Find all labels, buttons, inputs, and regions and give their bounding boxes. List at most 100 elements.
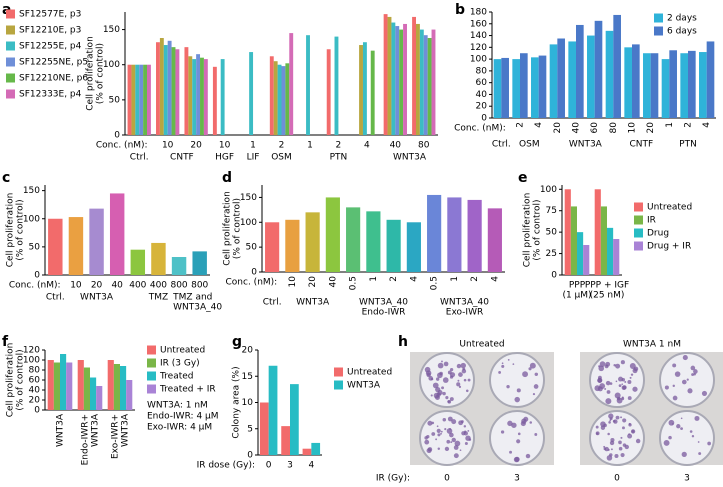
colony <box>629 376 632 379</box>
bar <box>650 53 659 118</box>
legend-swatch <box>6 89 15 99</box>
bar <box>48 218 63 275</box>
bar <box>107 360 114 410</box>
x-tick-label: 2 <box>470 276 480 282</box>
colony <box>456 363 462 369</box>
colony <box>596 432 599 435</box>
x-tick-label: Exo-IWR+ <box>111 414 121 459</box>
panel-label: g <box>232 334 242 350</box>
x-tick-label: 40 <box>328 276 338 288</box>
group-label: WNT3A <box>569 140 603 150</box>
bar <box>109 193 125 275</box>
bar <box>391 22 396 136</box>
colony <box>628 422 631 425</box>
bar <box>613 14 621 119</box>
x-tick-label: 1 <box>665 122 675 128</box>
bar <box>493 59 502 118</box>
bar <box>120 366 127 410</box>
colony <box>620 436 623 439</box>
colony <box>454 440 461 447</box>
x-tick-label: 2 <box>336 141 342 151</box>
colony <box>436 428 441 433</box>
colony <box>441 360 443 363</box>
colony <box>458 372 463 377</box>
bar <box>688 50 696 118</box>
colony <box>507 359 510 361</box>
bar <box>184 47 189 136</box>
y-tick-label: 0 <box>251 268 257 278</box>
colony <box>500 430 505 434</box>
colony <box>664 385 669 390</box>
bar <box>538 55 547 118</box>
bar <box>403 23 407 136</box>
colony <box>467 378 471 382</box>
x-tick-label: 60 <box>590 122 600 134</box>
bar <box>605 30 614 118</box>
bar <box>269 56 274 135</box>
legend-swatch <box>634 215 643 225</box>
colony <box>449 397 454 402</box>
y-tick-label: 100 <box>540 185 557 195</box>
image-title: Untreated <box>459 340 504 350</box>
bar <box>302 448 312 455</box>
colony <box>599 383 606 389</box>
colony <box>427 420 433 426</box>
x-tick-label: 10 <box>70 281 82 291</box>
colony <box>437 372 443 379</box>
y-tick-label: 0 <box>34 271 40 281</box>
bar <box>200 57 204 135</box>
y-tick-label: 50 <box>29 242 41 252</box>
x-tick-label: 3 <box>287 461 293 471</box>
legend-label: SF12333E, p4 <box>19 90 82 100</box>
colony <box>457 379 460 382</box>
colony <box>604 446 609 452</box>
bar <box>399 29 404 136</box>
legend-label: IR <box>647 216 656 226</box>
bar <box>90 377 97 410</box>
x-tick-label: 10 <box>219 141 231 151</box>
colony <box>605 380 611 386</box>
x-tick-label: 2 <box>389 276 399 282</box>
group-label: Endo-IWR <box>362 308 406 318</box>
group-label: PTN <box>679 140 697 150</box>
bar <box>277 64 282 135</box>
panel-label: b <box>455 2 465 18</box>
legend-swatch <box>654 13 663 23</box>
y-tick-label: 20 <box>476 102 488 112</box>
y-tick-label: 0 <box>551 271 557 281</box>
x-tick-label: 2 <box>279 141 285 151</box>
x-tick-label: 1 <box>450 276 460 282</box>
colony <box>522 371 529 378</box>
dose-label: 3 <box>684 474 690 484</box>
colony <box>622 443 627 447</box>
x-axis-label: Conc. (nM): <box>226 278 278 288</box>
colony <box>680 427 683 431</box>
group-label: OSM <box>519 140 540 150</box>
bar <box>346 207 361 272</box>
colony <box>437 390 443 396</box>
y-tick-label: 50 <box>246 243 258 253</box>
x-tick-label: 1 <box>369 276 379 282</box>
group-label: CNTF <box>629 140 653 150</box>
legend-swatch <box>6 73 15 83</box>
bar <box>395 26 400 135</box>
colony <box>674 371 681 377</box>
x-tick-label: WNT3A <box>121 413 131 447</box>
group-label: Ctrl. <box>130 153 149 163</box>
colony <box>534 433 538 436</box>
bar <box>203 59 208 135</box>
bar <box>632 44 640 119</box>
bar <box>325 197 340 272</box>
legend-swatch <box>147 345 156 355</box>
legend-label: SF12255E, p4 <box>19 42 82 52</box>
note: Exo-IWR: 4 µM <box>147 423 212 433</box>
image-title: WNT3A 1 nM <box>623 340 681 350</box>
bar <box>487 208 502 272</box>
colony <box>603 445 606 448</box>
colony <box>444 446 450 452</box>
panel-label: e <box>518 170 528 186</box>
colony <box>632 386 638 392</box>
colony <box>663 439 670 446</box>
bar <box>334 36 339 135</box>
bar <box>196 54 201 135</box>
